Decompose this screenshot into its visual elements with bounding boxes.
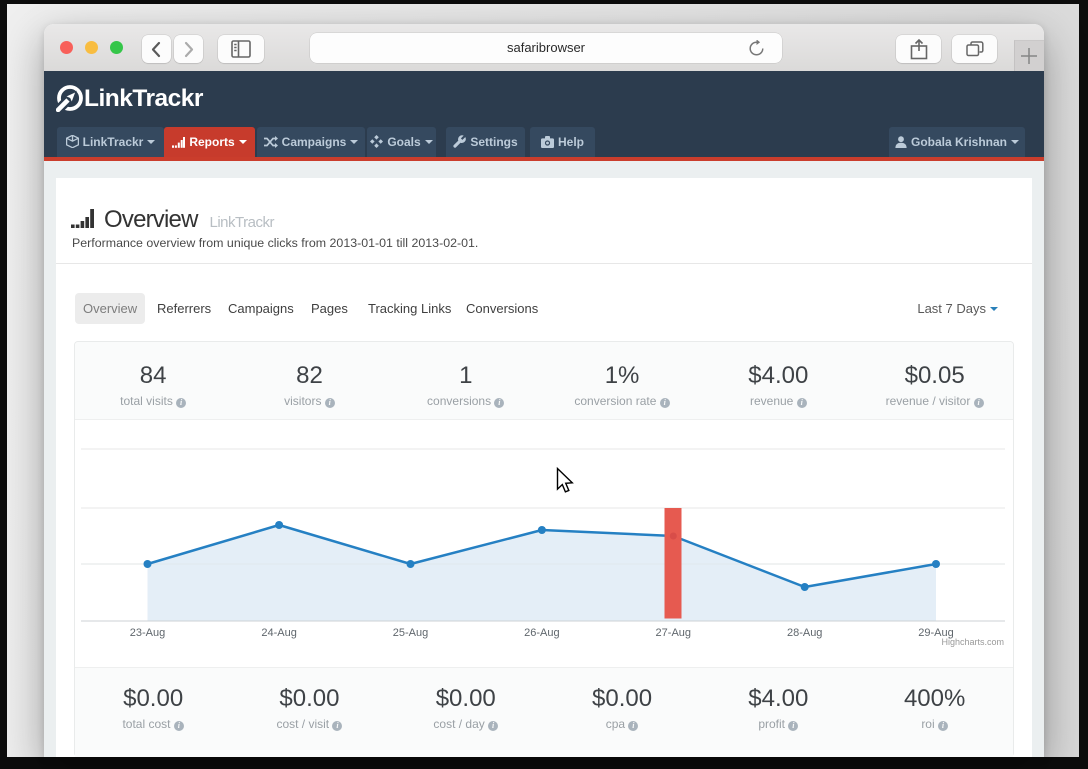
svg-text:27-Aug: 27-Aug	[656, 627, 691, 639]
svg-text:24-Aug: 24-Aug	[261, 627, 296, 639]
svg-text:26-Aug: 26-Aug	[524, 627, 559, 639]
svg-text:28-Aug: 28-Aug	[787, 627, 822, 639]
svg-text:Highcharts.com: Highcharts.com	[941, 637, 1004, 647]
svg-text:23-Aug: 23-Aug	[130, 627, 165, 639]
svg-text:29-Aug: 29-Aug	[918, 627, 953, 639]
svg-text:25-Aug: 25-Aug	[393, 627, 428, 639]
